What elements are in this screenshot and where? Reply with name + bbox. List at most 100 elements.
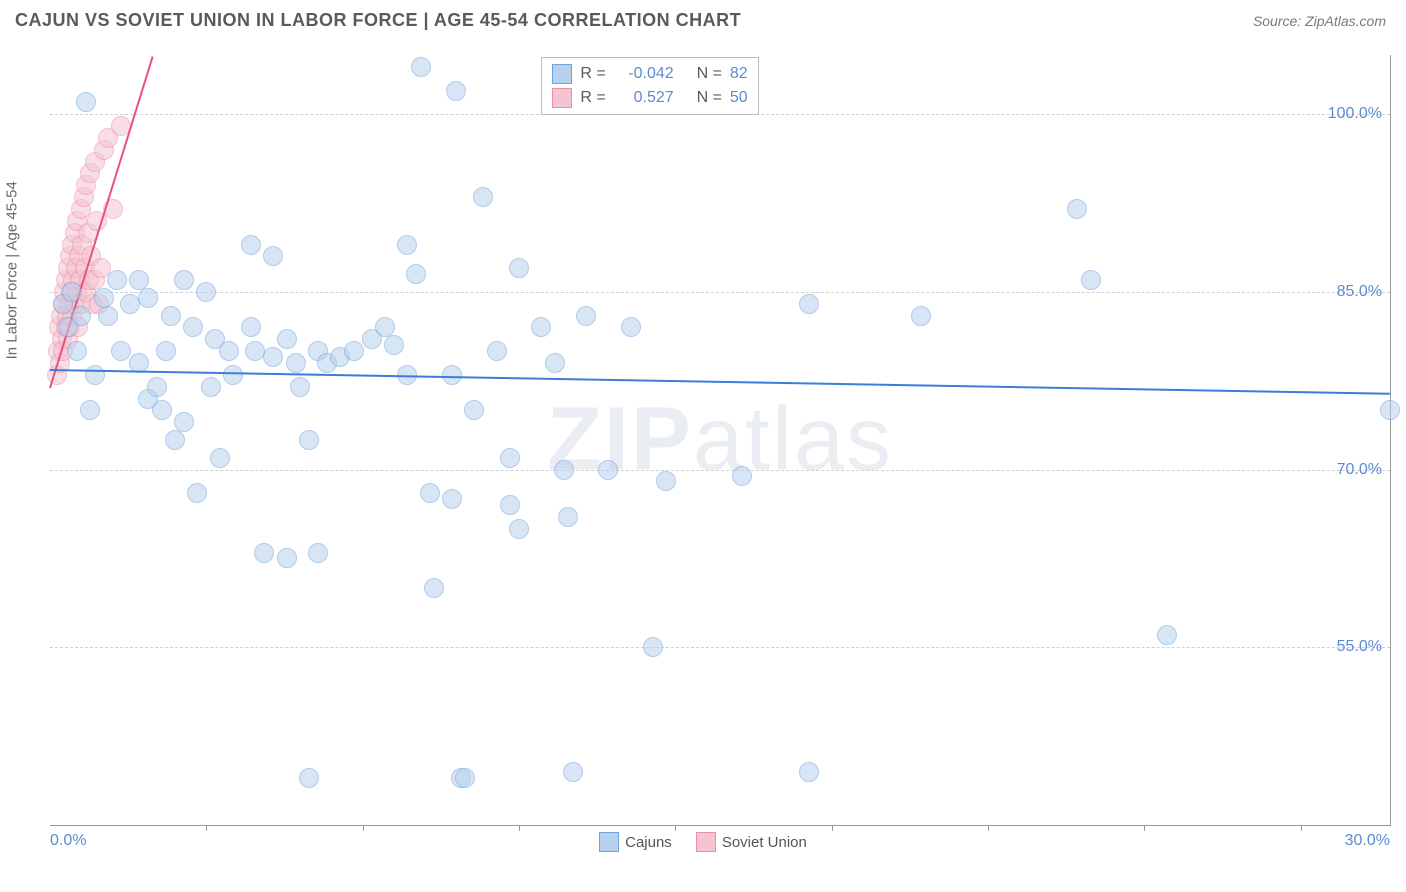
y-tick-label: 55.0%: [1337, 638, 1382, 656]
trend-line: [49, 56, 154, 388]
data-point: [263, 246, 283, 266]
watermark: ZIPatlas: [547, 389, 893, 492]
legend-label-cajuns: Cajuns: [625, 834, 672, 851]
x-tick: [1144, 825, 1145, 831]
data-point: [406, 264, 426, 284]
x-tick: [519, 825, 520, 831]
data-point: [442, 365, 462, 385]
data-point: [263, 347, 283, 367]
data-point: [277, 548, 297, 568]
data-point: [107, 270, 127, 290]
data-point: [732, 466, 752, 486]
data-point: [147, 377, 167, 397]
data-point: [500, 448, 520, 468]
data-point: [196, 282, 216, 302]
data-point: [223, 365, 243, 385]
stat-r-label: R =: [580, 65, 605, 83]
data-point: [397, 235, 417, 255]
data-point: [799, 294, 819, 314]
x-tick: [675, 825, 676, 831]
data-point: [286, 353, 306, 373]
data-point: [71, 306, 91, 326]
data-point: [464, 400, 484, 420]
data-point: [509, 258, 529, 278]
legend-swatch: [552, 64, 572, 84]
data-point: [911, 306, 931, 326]
y-tick-label: 85.0%: [1337, 283, 1382, 301]
data-point: [219, 341, 239, 361]
stat-r-value: 0.527: [614, 89, 674, 107]
legend-swatch: [552, 88, 572, 108]
data-point: [85, 365, 105, 385]
data-point: [290, 377, 310, 397]
legend-swatch-cajuns: [599, 832, 619, 852]
stat-n-label: N =: [688, 89, 722, 107]
data-point: [277, 329, 297, 349]
data-point: [1157, 625, 1177, 645]
y-tick-label: 70.0%: [1337, 461, 1382, 479]
data-point: [210, 448, 230, 468]
data-point: [531, 317, 551, 337]
data-point: [187, 483, 207, 503]
data-point: [420, 483, 440, 503]
y-tick-label: 100.0%: [1328, 105, 1382, 123]
x-tick: [1301, 825, 1302, 831]
gridline: [50, 292, 1390, 293]
data-point: [174, 412, 194, 432]
data-point: [111, 341, 131, 361]
data-point: [621, 317, 641, 337]
stat-n-value: 50: [730, 89, 748, 107]
x-tick: [363, 825, 364, 831]
data-point: [1081, 270, 1101, 290]
gridline: [50, 470, 1390, 471]
stat-n-value: 82: [730, 65, 748, 83]
legend-item-cajuns: Cajuns: [599, 832, 672, 852]
data-point: [165, 430, 185, 450]
data-point: [1380, 400, 1400, 420]
data-point: [76, 92, 96, 112]
data-point: [643, 637, 663, 657]
legend-item-soviet: Soviet Union: [696, 832, 807, 852]
data-point: [241, 317, 261, 337]
legend-stat-row: R = 0.527 N = 50: [552, 86, 747, 110]
data-point: [384, 335, 404, 355]
data-point: [554, 460, 574, 480]
chart-title: CAJUN VS SOVIET UNION IN LABOR FORCE | A…: [15, 10, 741, 31]
data-point: [241, 235, 261, 255]
data-point: [183, 317, 203, 337]
data-point: [152, 400, 172, 420]
data-point: [558, 507, 578, 527]
data-point: [299, 768, 319, 788]
data-point: [509, 519, 529, 539]
legend-swatch-soviet: [696, 832, 716, 852]
data-point: [446, 81, 466, 101]
data-point: [174, 270, 194, 290]
data-point: [424, 578, 444, 598]
data-point: [799, 762, 819, 782]
data-point: [442, 489, 462, 509]
chart-source: Source: ZipAtlas.com: [1253, 13, 1386, 29]
data-point: [473, 187, 493, 207]
data-point: [576, 306, 596, 326]
data-point: [138, 288, 158, 308]
data-point: [455, 768, 475, 788]
data-point: [308, 543, 328, 563]
correlation-legend: R = -0.042 N = 82R = 0.527 N = 50: [541, 57, 758, 115]
data-point: [156, 341, 176, 361]
data-point: [80, 400, 100, 420]
x-tick: [206, 825, 207, 831]
data-point: [656, 471, 676, 491]
gridline: [50, 647, 1390, 648]
data-point: [598, 460, 618, 480]
data-point: [62, 282, 82, 302]
data-point: [94, 288, 114, 308]
data-point: [1067, 199, 1087, 219]
trend-line: [50, 369, 1390, 395]
chart-plot-area: ZIPatlas 55.0% 70.0% 85.0% 100.0%: [50, 55, 1391, 826]
legend-stat-row: R = -0.042 N = 82: [552, 62, 747, 86]
data-point: [500, 495, 520, 515]
stat-r-label: R =: [580, 89, 605, 107]
data-point: [254, 543, 274, 563]
data-point: [201, 377, 221, 397]
data-point: [161, 306, 181, 326]
